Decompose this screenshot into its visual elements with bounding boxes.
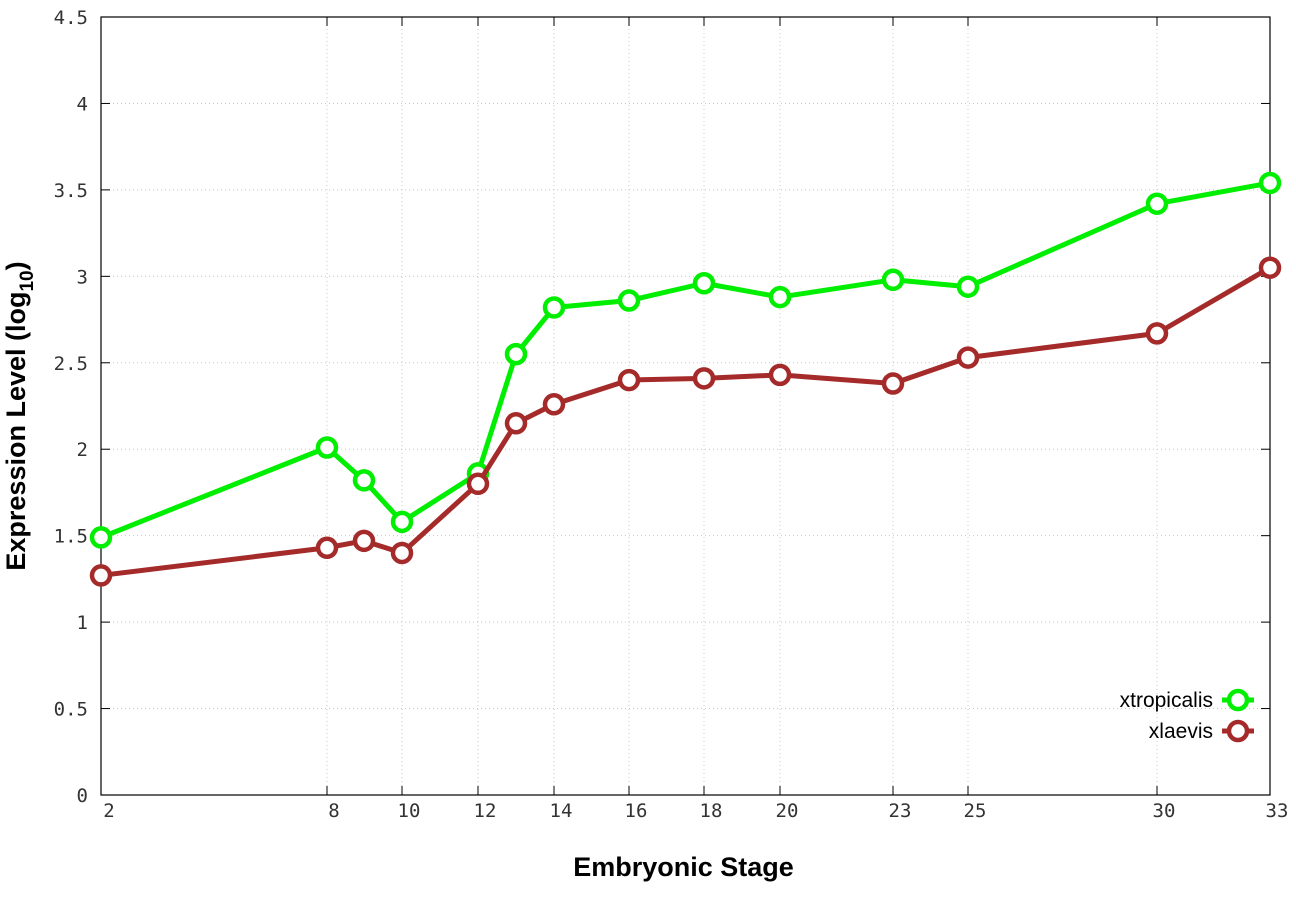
y-tick-label: 1: [77, 612, 88, 634]
data-point: [956, 275, 980, 298]
legend-item-xtropicalis: xtropicalis: [1120, 688, 1254, 712]
x-tick-label: 23: [889, 800, 912, 822]
y-axis-title: Expression Level (log10): [1, 261, 38, 570]
data-point: [768, 363, 792, 387]
legend-label: xtropicalis: [1120, 689, 1213, 712]
series-xtropicalis: [89, 171, 1282, 549]
data-point: [504, 342, 528, 366]
data-point: [466, 472, 490, 496]
data-point: [352, 469, 376, 492]
data-point: [542, 296, 566, 319]
data-point: [617, 289, 641, 312]
data-point: [315, 436, 339, 459]
data-point: [1258, 171, 1282, 195]
legend-label: xlaevis: [1149, 720, 1213, 743]
x-tick-label: 14: [550, 800, 573, 822]
x-tick-label: 12: [474, 800, 497, 822]
y-axis-title-main: Expression Level (log: [1, 292, 31, 571]
data-point: [89, 526, 113, 549]
data-point: [692, 367, 716, 390]
data-point: [1145, 192, 1169, 215]
x-tick-label: 16: [625, 800, 648, 822]
data-point: [1145, 322, 1169, 345]
data-point: [542, 393, 566, 416]
data-point: [390, 510, 414, 534]
y-axis-title-subscript: 10: [17, 270, 38, 291]
y-tick-label: 1.5: [54, 526, 88, 548]
legend-marker: [1226, 688, 1250, 712]
x-tick-label: 25: [964, 800, 987, 822]
series-line-xlaevis: [100, 265, 1272, 578]
y-tick-label: 0.5: [54, 699, 88, 721]
y-axis-title-close: ): [1, 261, 31, 270]
x-tick-label: 20: [776, 800, 799, 822]
y-tick-label: 2.5: [54, 353, 88, 375]
legend: xtropicalis xlaevis: [1120, 688, 1254, 743]
y-tick-label: 3.5: [54, 180, 88, 202]
data-point: [89, 564, 113, 587]
data-point: [390, 541, 414, 565]
data-point: [617, 368, 641, 392]
grid: [101, 17, 1270, 795]
y-tick-label: 2: [77, 439, 88, 461]
data-point: [352, 529, 376, 553]
x-tick-label: 10: [398, 800, 421, 822]
legend-item-xlaevis: xlaevis: [1149, 719, 1254, 743]
series-xlaevis: [89, 256, 1282, 587]
x-axis-title: Embryonic Stage: [573, 852, 794, 882]
legend-marker: [1226, 719, 1250, 743]
x-tick-label: 30: [1153, 800, 1176, 822]
data-point: [315, 536, 339, 560]
data-point: [956, 346, 980, 369]
series-line-xtropicalis: [100, 180, 1271, 540]
x-tick-label: 2: [103, 800, 114, 822]
data-point: [1258, 256, 1282, 279]
y-tick-label: 0: [77, 785, 88, 807]
data-point: [768, 285, 792, 309]
x-tick-label: 8: [328, 800, 339, 822]
x-tick-label: 33: [1266, 800, 1289, 822]
y-tick-label: 4: [77, 93, 88, 115]
y-tick-label: 3: [77, 266, 88, 288]
y-tick-label: 4.5: [54, 7, 88, 29]
series-group: [89, 171, 1282, 587]
axis-ticks: 0 0.5 1 1.5 2 2.5 3 3.5 4 4.5 2 8 10 12 14 16 18 20 23 25 30…: [54, 7, 1289, 822]
data-point: [692, 271, 716, 295]
data-point: [881, 372, 905, 395]
x-tick-label: 18: [700, 800, 723, 822]
plot-frame: [100, 16, 1271, 796]
data-point: [504, 412, 528, 435]
data-point: [881, 268, 905, 292]
